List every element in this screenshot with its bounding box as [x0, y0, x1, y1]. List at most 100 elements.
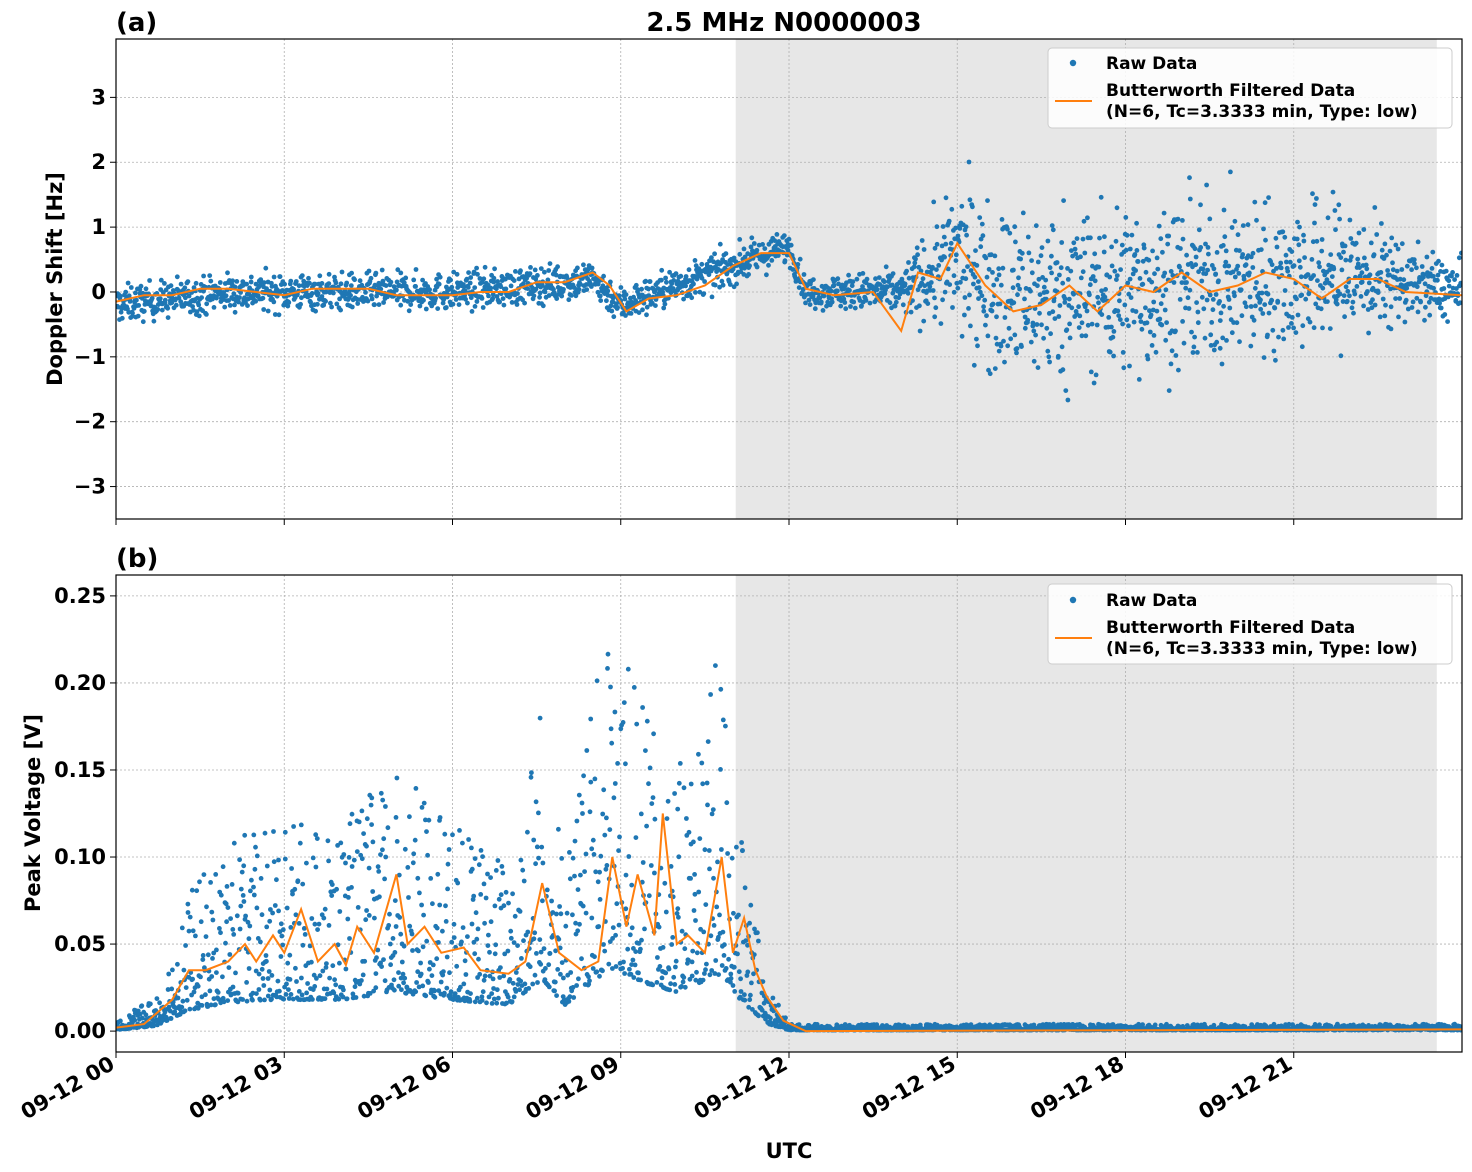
- raw-data-point: [684, 816, 689, 821]
- raw-data-point: [932, 245, 938, 251]
- raw-data-point: [1234, 320, 1240, 326]
- raw-data-point: [940, 297, 945, 303]
- raw-data-point: [849, 283, 855, 289]
- raw-data-point: [848, 304, 853, 309]
- raw-data-point: [280, 288, 285, 293]
- raw-data-point: [668, 981, 673, 987]
- raw-data-point: [955, 285, 961, 291]
- raw-data-point: [718, 686, 724, 692]
- raw-data-point: [319, 281, 325, 286]
- raw-data-point: [689, 295, 695, 301]
- raw-data-point: [533, 286, 539, 292]
- raw-data-point: [912, 260, 918, 266]
- raw-data-point: [1390, 260, 1395, 266]
- raw-data-point: [803, 300, 808, 306]
- raw-data-point: [123, 289, 129, 295]
- raw-data-point: [584, 748, 590, 753]
- raw-data-point: [429, 973, 435, 978]
- raw-data-point: [467, 999, 473, 1004]
- raw-data-point: [377, 894, 382, 900]
- raw-data-point: [224, 919, 230, 925]
- raw-data-point: [1204, 182, 1209, 188]
- raw-data-point: [1080, 269, 1086, 275]
- raw-data-point: [821, 293, 827, 299]
- raw-data-point: [269, 973, 275, 978]
- raw-data-point: [347, 821, 353, 827]
- raw-data-point: [260, 295, 266, 301]
- raw-data-point: [644, 312, 649, 318]
- raw-data-point: [549, 898, 554, 904]
- raw-data-point: [673, 958, 679, 964]
- raw-data-point: [293, 279, 299, 284]
- raw-data-point: [1035, 283, 1040, 289]
- raw-data-point: [320, 968, 326, 974]
- raw-data-point: [1111, 329, 1117, 334]
- raw-data-point: [491, 275, 497, 281]
- raw-data-point: [368, 802, 374, 808]
- raw-data-point: [1412, 261, 1417, 266]
- raw-data-point: [465, 285, 471, 290]
- raw-data-point: [369, 296, 375, 302]
- raw-data-point: [542, 269, 547, 275]
- raw-data-point: [1152, 271, 1157, 277]
- raw-data-point: [916, 264, 922, 270]
- raw-data-point: [622, 971, 627, 976]
- raw-data-point: [520, 867, 526, 873]
- raw-data-point: [271, 299, 277, 305]
- raw-data-point: [614, 301, 619, 306]
- raw-data-point: [930, 264, 935, 270]
- raw-data-point: [1020, 210, 1026, 216]
- raw-data-point: [477, 276, 483, 281]
- raw-data-point: [492, 903, 498, 909]
- raw-data-point: [1334, 301, 1340, 307]
- raw-data-point: [1147, 308, 1152, 314]
- raw-data-point: [498, 284, 504, 290]
- raw-data-point: [251, 884, 256, 890]
- raw-data-point: [140, 1015, 145, 1021]
- raw-data-point: [382, 978, 388, 984]
- raw-data-point: [842, 300, 848, 305]
- raw-data-point: [250, 990, 256, 996]
- raw-data-point: [1163, 287, 1169, 293]
- raw-data-point: [346, 855, 352, 860]
- raw-data-point: [1320, 325, 1325, 331]
- raw-data-point: [1443, 268, 1449, 274]
- raw-data-point: [361, 831, 366, 836]
- raw-data-point: [1359, 270, 1365, 276]
- raw-data-point: [1223, 259, 1229, 265]
- raw-data-point: [360, 972, 366, 978]
- raw-data-point: [703, 902, 709, 907]
- raw-data-point: [702, 971, 707, 976]
- raw-data-point: [537, 937, 543, 942]
- raw-data-point: [501, 302, 507, 308]
- raw-data-point: [1159, 322, 1165, 328]
- raw-data-point: [1116, 313, 1122, 318]
- raw-data-point: [368, 275, 374, 281]
- raw-data-point: [211, 950, 217, 956]
- raw-data-point: [1208, 343, 1214, 348]
- raw-data-point: [663, 275, 668, 281]
- raw-data-point: [654, 980, 660, 985]
- raw-data-point: [401, 943, 407, 949]
- raw-data-point: [1005, 343, 1011, 349]
- raw-data-point: [572, 838, 578, 844]
- raw-data-point: [437, 902, 443, 908]
- raw-data-point: [1067, 321, 1072, 327]
- raw-data-point: [296, 283, 302, 289]
- raw-data-point: [1453, 298, 1459, 303]
- raw-data-point: [1289, 321, 1294, 326]
- raw-data-point: [1077, 313, 1083, 319]
- raw-data-point: [289, 866, 294, 871]
- raw-data-point: [692, 258, 698, 263]
- raw-data-point: [683, 274, 689, 279]
- raw-data-point: [662, 880, 668, 886]
- raw-data-point: [640, 307, 645, 313]
- raw-data-point: [393, 924, 399, 929]
- raw-data-point: [707, 866, 712, 872]
- raw-data-point: [680, 979, 686, 985]
- raw-data-point: [399, 987, 404, 993]
- raw-data-point: [1390, 267, 1396, 273]
- raw-data-point: [638, 977, 643, 983]
- raw-data-point: [1120, 350, 1126, 355]
- raw-data-point: [454, 271, 460, 277]
